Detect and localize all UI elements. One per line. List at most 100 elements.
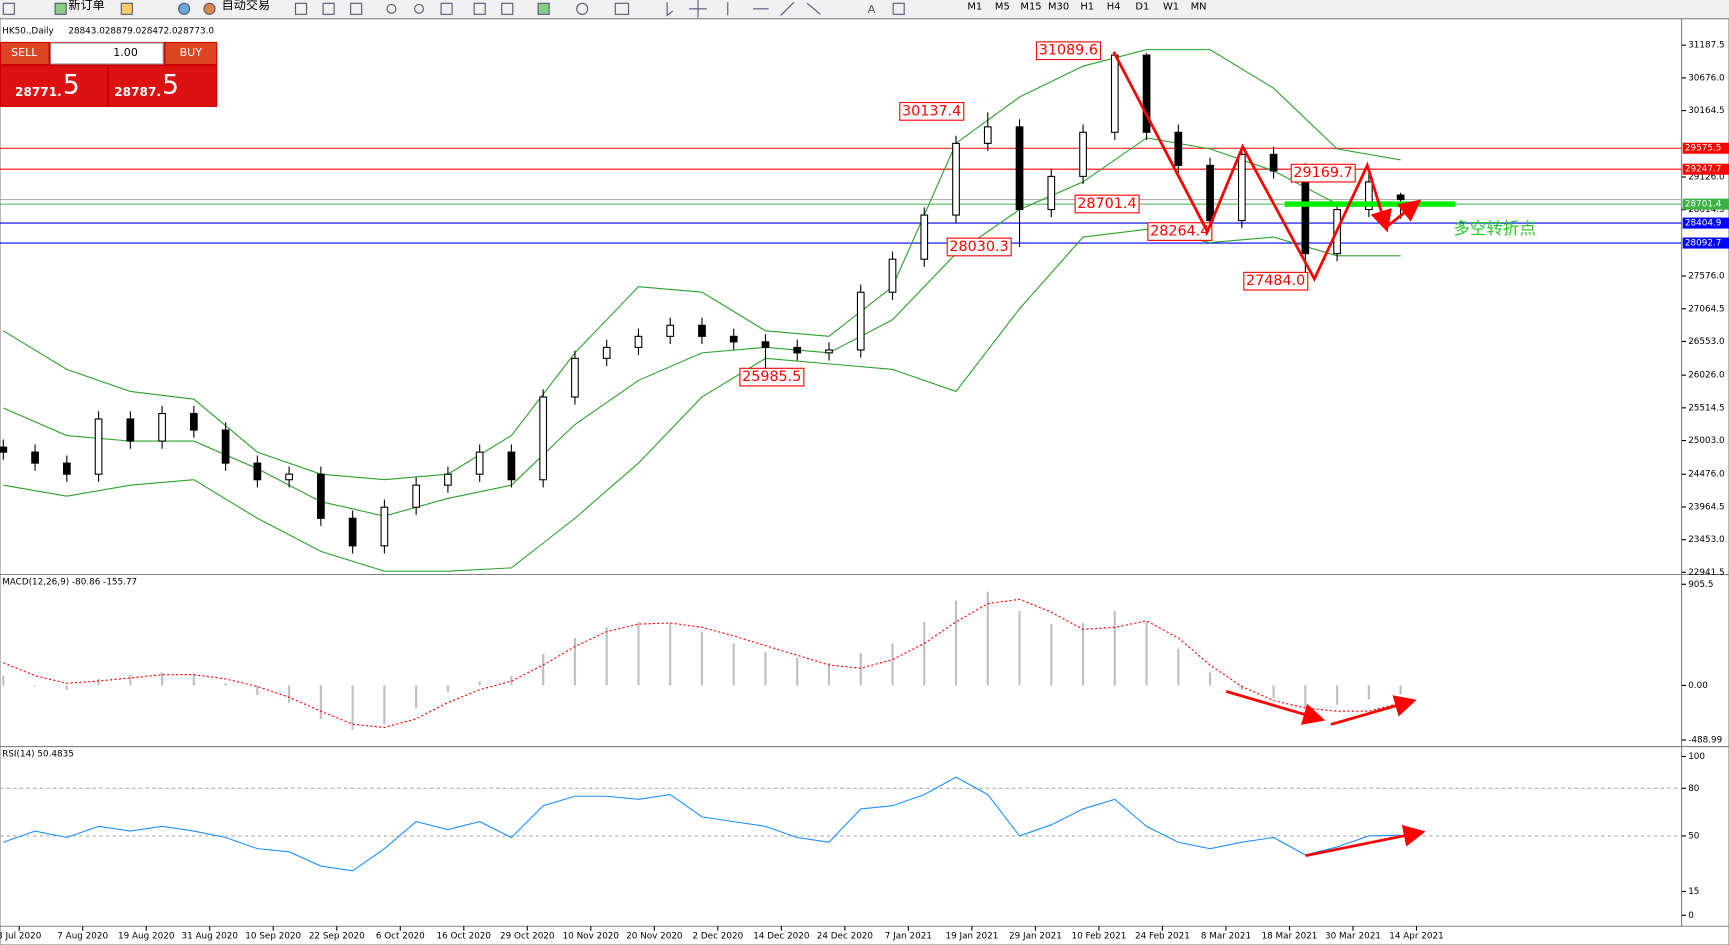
- candle-body: [475, 451, 484, 475]
- x-tick-label: 19 Aug 2020: [118, 932, 175, 942]
- annotation-label: 28701.4: [1077, 196, 1136, 212]
- timeframe-button[interactable]: M1: [967, 2, 982, 13]
- candle-body: [952, 142, 960, 216]
- candle-body: [126, 418, 135, 442]
- y-tick-label: 80: [1688, 784, 1700, 794]
- candle-body: [698, 324, 706, 337]
- y-tick-label: 27576.0: [1688, 272, 1725, 282]
- candle-body: [602, 346, 611, 359]
- pattern-note: 多空转折点: [1453, 219, 1536, 238]
- pattern-arrow: [1112, 51, 1392, 283]
- y-tick-label: 25514.5: [1688, 403, 1724, 413]
- timeframe-button[interactable]: M5: [995, 2, 1010, 13]
- candle-body: [253, 462, 262, 481]
- pane-title: MACD(12,26,9) -80.86 -155.77: [2, 578, 137, 588]
- pane-title: RSI(14) 50.4835: [2, 750, 74, 760]
- candle-body: [507, 451, 516, 481]
- lot-field[interactable]: [50, 42, 164, 65]
- timeframe-button[interactable]: MN: [1191, 2, 1207, 13]
- candle-body: [189, 412, 198, 431]
- price-label: 29247.7: [1685, 165, 1721, 175]
- x-tick-label: 6 Oct 2020: [376, 932, 425, 942]
- sell-button[interactable]: [1, 43, 49, 64]
- candle-body: [1047, 175, 1056, 211]
- y-tick-label: 27064.5: [1688, 304, 1724, 314]
- x-tick-label: 7 Aug 2020: [57, 932, 108, 942]
- trade-panel: SELL 1.00 BUY 28771. 5 28787. 5: [0, 41, 218, 107]
- candle-body: [1142, 54, 1151, 133]
- y-tick-label: 29126.0: [1688, 172, 1725, 182]
- signal-line: [3, 598, 1401, 728]
- toolbar: [0, 0, 1729, 19]
- x-tick-label: 31 Aug 2020: [182, 932, 239, 942]
- candle-body: [94, 418, 103, 475]
- price-label-box: [1682, 163, 1729, 175]
- x-tick-label: 20 Nov 2020: [626, 932, 683, 942]
- price-label: 28092.7: [1685, 239, 1721, 249]
- y-tick-label: 15: [1688, 887, 1699, 897]
- annotation-box: [899, 101, 965, 121]
- timeframe-button[interactable]: M15: [1020, 2, 1041, 13]
- candle-body: [1015, 126, 1024, 211]
- x-tick-label: 10 Feb 2021: [1071, 932, 1126, 942]
- candle-body: [634, 335, 643, 348]
- y-tick-label: 30676.0: [1688, 73, 1725, 83]
- annotation-box: [1074, 194, 1140, 214]
- y-tick-label: 24476.0: [1688, 470, 1725, 480]
- chart-area: [0, 18, 1729, 945]
- annotation-label: 30137.4: [902, 103, 961, 119]
- price-label-box: [1682, 198, 1729, 210]
- buy-button[interactable]: [165, 43, 217, 64]
- candle-body: [1110, 54, 1119, 133]
- candle-body: [888, 258, 897, 293]
- timeframe-button[interactable]: M30: [1048, 2, 1069, 13]
- buy-price-box[interactable]: [109, 66, 217, 106]
- price-label-box: [1682, 237, 1729, 249]
- y-tick-label: 22941.5: [1688, 568, 1724, 578]
- y-tick-label: 26553.0: [1688, 337, 1725, 347]
- timeframe-button[interactable]: H4: [1107, 2, 1121, 13]
- y-tick-label: 23964.5: [1688, 502, 1724, 512]
- candle-body: [380, 506, 389, 547]
- y-tick-label: 30164.5: [1688, 106, 1724, 116]
- auto-trading-label[interactable]: 自动交易: [222, 0, 270, 12]
- buy-pips: 5: [162, 70, 179, 101]
- new-order-label[interactable]: 新订单: [68, 0, 104, 12]
- sell-price-box[interactable]: [1, 66, 107, 106]
- x-tick-label: 8 Mar 2021: [1201, 932, 1251, 942]
- candle-body: [62, 462, 71, 475]
- candle-body: [31, 451, 39, 464]
- annotation-box: [1290, 163, 1356, 183]
- candle-body: [571, 357, 579, 398]
- annotation-box: [1147, 222, 1213, 241]
- annotation-box: [946, 237, 1012, 257]
- x-tick-label: 30 Mar 2021: [1325, 932, 1381, 942]
- timeframe-button[interactable]: W1: [1163, 2, 1179, 13]
- timeframe-button[interactable]: D1: [1135, 2, 1149, 13]
- bollinger-upper: [3, 49, 1401, 481]
- candle-body: [1174, 131, 1183, 166]
- candle-body: [856, 291, 865, 351]
- price-label: 28701.4: [1685, 200, 1722, 210]
- pane-title: HK50.,Daily: [2, 26, 54, 36]
- x-tick-label: 19 Jan 2021: [945, 932, 998, 942]
- x-tick-label: 14 Apr 2021: [1389, 932, 1443, 942]
- y-tick-label: 100: [1688, 752, 1705, 762]
- header-value: 28879.0: [105, 26, 142, 36]
- y-tick-label: 0.00: [1688, 681, 1708, 691]
- candle-body: [666, 324, 675, 337]
- svg-text:A: A: [868, 3, 876, 16]
- candle-body: [539, 396, 548, 481]
- candle-body: [1301, 170, 1310, 255]
- price-label: 28404.9: [1685, 219, 1721, 229]
- y-tick-label: 28614.5: [1688, 205, 1724, 215]
- candle-body: [412, 484, 421, 508]
- timeframe-button[interactable]: H1: [1080, 2, 1094, 13]
- toolbar-icons: A: [2, 0, 905, 18]
- annotation-label: 28030.3: [949, 239, 1008, 255]
- y-tick-label: 26026.0: [1688, 371, 1725, 381]
- candle-body: [221, 429, 230, 464]
- y-tick-label: 0: [1688, 911, 1694, 921]
- annotation-label: 28264.4: [1150, 224, 1209, 240]
